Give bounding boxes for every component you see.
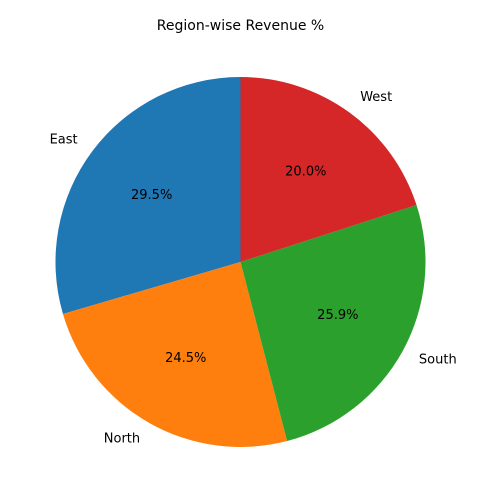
slice-label-east: East — [50, 132, 78, 147]
slice-label-north: North — [104, 432, 140, 447]
slice-percent-north: 24.5% — [165, 351, 206, 366]
slice-percent-south: 25.9% — [317, 308, 358, 323]
slice-label-west: West — [360, 90, 392, 105]
pie-slice-west — [240, 77, 417, 262]
slice-percent-east: 29.5% — [131, 188, 172, 203]
pie-slice-south — [240, 205, 426, 442]
slice-percent-west: 20.0% — [285, 165, 326, 180]
pie-labels: East 29.5% North 24.5% South 25.9% West 20.0% — [50, 90, 457, 447]
pie-slice-north — [62, 262, 288, 448]
pie-slice-east — [55, 77, 241, 314]
slice-label-south: South — [419, 352, 457, 367]
pie-slices — [55, 77, 426, 448]
chart-title: Region-wise Revenue % — [157, 18, 324, 34]
